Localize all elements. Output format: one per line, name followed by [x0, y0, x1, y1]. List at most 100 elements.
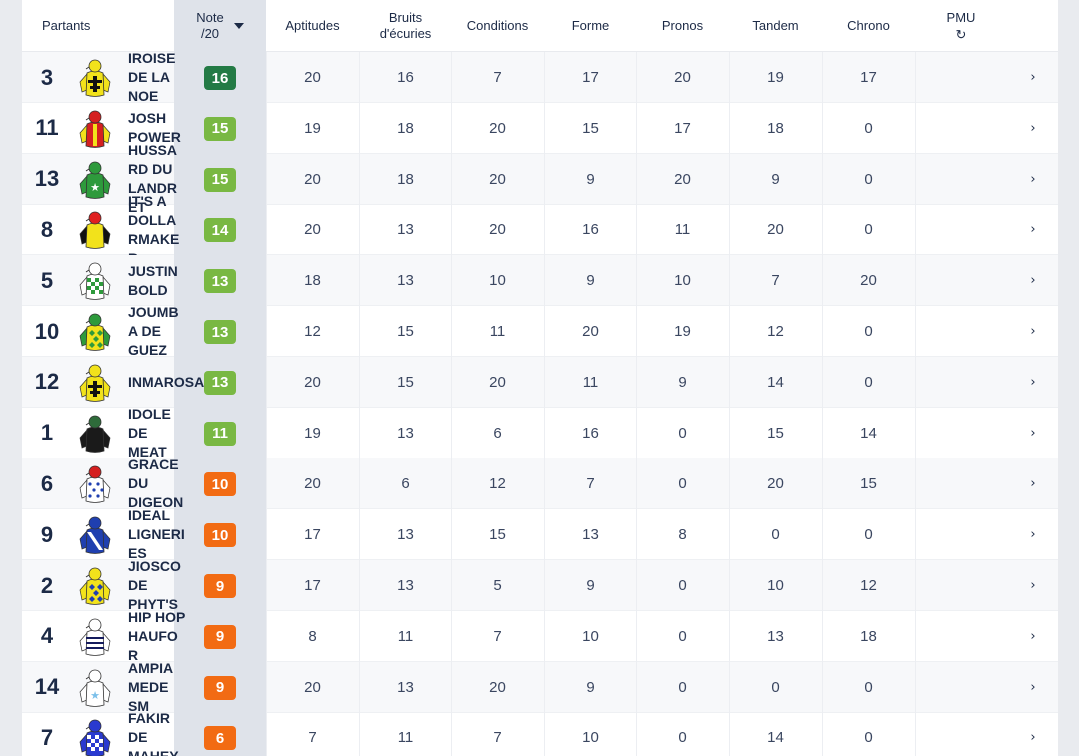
- caret-down-icon[interactable]: [233, 23, 244, 29]
- runner-name-text: JUSTIN BOLD: [128, 262, 178, 298]
- runner-number: 14: [34, 674, 60, 700]
- table-row[interactable]: 13 ★ HUSSARD DU LANDRET 15 20 18 20 9 20 9 0 ›: [22, 142, 1058, 215]
- table-row[interactable]: 7 FAKIR DE MAHEY67117100140›: [22, 710, 1058, 756]
- score-cell: 20: [544, 306, 636, 357]
- score-cell: 20: [266, 153, 358, 205]
- header-col-0[interactable]: Aptitudes: [285, 18, 340, 33]
- table-row[interactable]: 5 JUSTIN BOLD 13 18 13 10 9 10 7 20 ›: [22, 255, 1058, 307]
- runner-name[interactable]: IROISE DE LA NOE: [128, 50, 258, 104]
- score-cell: 13: [359, 661, 451, 713]
- table-row[interactable]: 14 ★ AMPIA MEDE SM 9 20 13 20 9 0 0 0 ›: [22, 660, 1058, 714]
- runner-name[interactable]: JUSTIN BOLD: [128, 255, 258, 306]
- score-cell: 10: [636, 255, 728, 307]
- pmu-cell: [915, 306, 1058, 357]
- score-cell: 20: [266, 458, 358, 510]
- table-row[interactable]: 10 JOUMBA DE GUEZ 13 12 15 11 20 19 12 0 ›: [22, 304, 1058, 358]
- score-cell: 18: [729, 102, 821, 154]
- runner-number: 9: [40, 521, 54, 547]
- table-row[interactable]: 8 IT'S A DOLLARMAKER142013201611200›: [22, 193, 1058, 266]
- runner-name[interactable]: IDOLE DE MEAT: [128, 406, 258, 460]
- runner-name[interactable]: JOUMBA DE GUEZ: [128, 304, 258, 358]
- chevron-right-icon[interactable]: ›: [1030, 730, 1036, 746]
- jockey-silk-icon: [78, 58, 112, 98]
- chevron-right-icon[interactable]: ›: [1030, 273, 1036, 289]
- header-col-4[interactable]: Pronos: [661, 18, 704, 33]
- chevron-right-icon[interactable]: ›: [1030, 527, 1036, 543]
- table-row[interactable]: 9 IDEAL LIGNERIES 10 17 13 15 13 8 0 0 ›: [22, 507, 1058, 562]
- chevron-right-icon[interactable]: ›: [1030, 222, 1036, 238]
- chevron-right-icon[interactable]: ›: [1030, 374, 1036, 390]
- score-cell: 0: [636, 661, 728, 713]
- note-badge: 13: [204, 320, 236, 344]
- chevron-right-icon[interactable]: ›: [1030, 70, 1036, 85]
- table-row[interactable]: 2 JIOSCO DE PHYT'S 9 17 13 5 9 0 10 12 ›: [22, 558, 1058, 612]
- table-row[interactable]: 6 GRACE DU DIGEON 10 20 6 12 7 0 20 15 ›: [22, 456, 1058, 511]
- chevron-right-icon[interactable]: ›: [1030, 628, 1036, 644]
- score-cell: 9: [636, 356, 728, 408]
- score-cell: 20: [729, 204, 821, 256]
- runner-name[interactable]: JIOSCO DE PHYT'S: [128, 558, 258, 612]
- score-cell: 11: [451, 306, 543, 357]
- runner-number: 11: [35, 115, 59, 141]
- runner-name[interactable]: GRACE DU DIGEON: [128, 456, 258, 511]
- score-cell: 6: [451, 407, 543, 459]
- runner-name[interactable]: INMAROSA: [128, 357, 258, 408]
- score-cell: 0: [822, 204, 914, 256]
- score-cell: 8: [636, 509, 728, 561]
- jockey-silk-icon: [78, 566, 112, 606]
- header-pmu[interactable]: PMU ↻: [915, 0, 1007, 52]
- note-badge: 11: [204, 421, 236, 446]
- table-row[interactable]: 11 JOSH POWER 15 19 18 20 15 17 18 0 ›: [22, 102, 1058, 154]
- runner-name-text: GRACE DU DIGEON: [128, 456, 184, 511]
- score-cell: 15: [451, 509, 543, 561]
- runner-name[interactable]: AMPIA MEDE SM: [128, 660, 258, 714]
- runner-name-text: JOSH POWER: [128, 110, 181, 146]
- chevron-right-icon[interactable]: ›: [1030, 324, 1036, 339]
- refresh-icon[interactable]: ↻: [955, 27, 967, 42]
- runner-name-text: IDEAL LIGNERIES: [128, 507, 185, 562]
- header-col-2[interactable]: Conditions: [466, 18, 529, 33]
- note-badge: 9: [204, 574, 236, 598]
- score-cell: 10: [544, 712, 636, 756]
- jockey-silk-icon: ★: [78, 668, 112, 708]
- score-cell: 11: [636, 204, 728, 256]
- table-row[interactable]: 1 IDOLE DE MEAT 11 19 13 6 16 0 15 14 ›: [22, 406, 1058, 460]
- header-note-line1: Note: [196, 10, 224, 25]
- runner-name-text: FAKIR DE MAHEY: [128, 710, 179, 756]
- jockey-silk-icon: [78, 515, 112, 555]
- runner-name[interactable]: IT'S A DOLLARMAKER: [128, 193, 258, 266]
- runner-name[interactable]: HIP HOP HAUFOR: [128, 609, 258, 663]
- table-row[interactable]: 4 HIP HOP HAUFOR 9 8 11 7 10 0 13 18 ›: [22, 609, 1058, 663]
- chevron-right-icon[interactable]: ›: [1030, 476, 1036, 492]
- score-cell: 20: [822, 255, 914, 307]
- score-cell: 20: [451, 356, 543, 408]
- score-cell: 10: [451, 255, 543, 307]
- header-col-6[interactable]: Chrono: [847, 18, 890, 33]
- header-col-1[interactable]: Bruits d'écuries: [379, 10, 432, 41]
- runner-name[interactable]: FAKIR DE MAHEY: [128, 710, 258, 756]
- note-badge: 10: [204, 472, 236, 497]
- score-cell: 20: [266, 52, 358, 103]
- runner-name[interactable]: HUSSARD DU LANDRET: [128, 142, 258, 215]
- pmu-cell: [915, 204, 1058, 256]
- chevron-right-icon[interactable]: ›: [1030, 578, 1036, 593]
- score-cell: 16: [544, 204, 636, 256]
- chevron-right-icon[interactable]: ›: [1030, 171, 1036, 187]
- score-cell: 0: [636, 610, 728, 662]
- header-note-sort[interactable]: Note /20: [174, 0, 266, 52]
- header-note-label: Note /20: [196, 10, 223, 42]
- table-row[interactable]: 3 IROISE DE LA NOE 16 20 16 7 17 20 19 17 ›: [22, 50, 1058, 104]
- score-cell: 0: [729, 509, 821, 561]
- table-row[interactable]: 12 INMAROSA 13 20 15 20 11 9 14 0 ›: [22, 356, 1058, 408]
- score-cell: 7: [451, 712, 543, 756]
- runner-name[interactable]: JOSH POWER: [128, 103, 258, 154]
- header-col-5[interactable]: Tandem: [752, 18, 799, 33]
- header-col-3[interactable]: Forme: [571, 18, 610, 33]
- jockey-silk-icon: ★: [78, 160, 112, 200]
- runner-name[interactable]: IDEAL LIGNERIES: [128, 507, 258, 562]
- chevron-right-icon[interactable]: ›: [1030, 679, 1036, 695]
- score-cell: 8: [266, 610, 358, 662]
- chevron-right-icon[interactable]: ›: [1030, 120, 1036, 136]
- score-cell: 19: [266, 407, 358, 459]
- chevron-right-icon[interactable]: ›: [1030, 425, 1036, 441]
